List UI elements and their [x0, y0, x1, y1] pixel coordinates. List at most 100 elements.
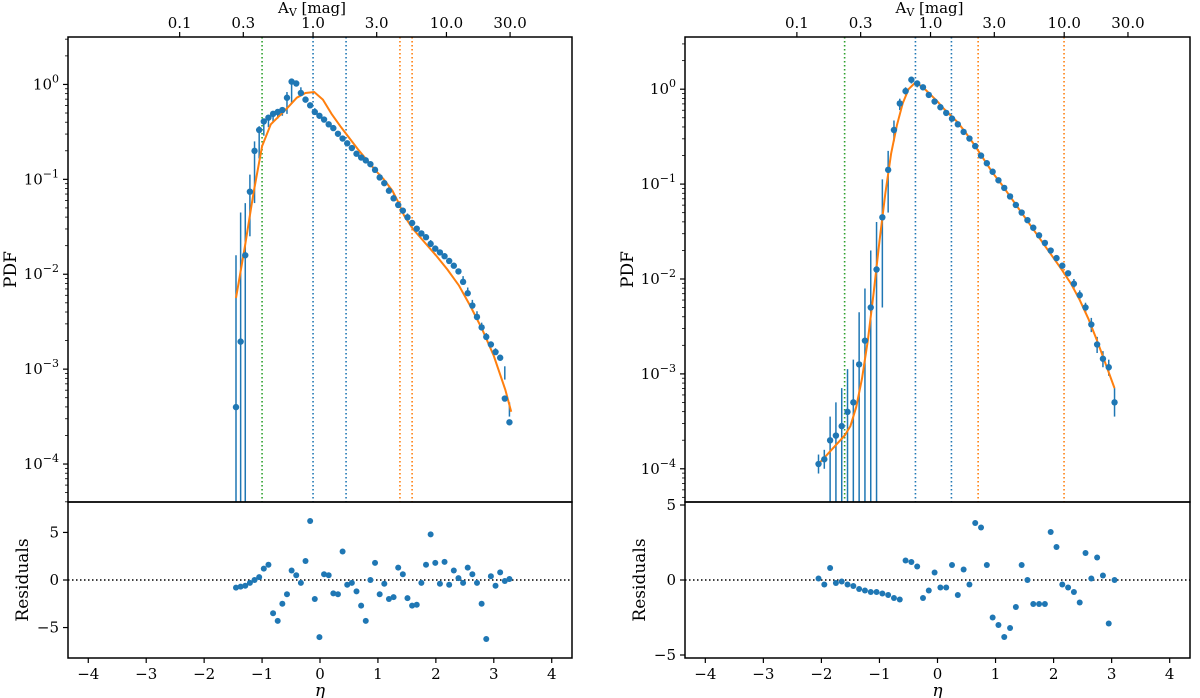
data-point — [954, 121, 962, 128]
residual-point — [1018, 562, 1025, 568]
data-point — [381, 179, 388, 187]
y-tick-label: 10−2 — [641, 267, 676, 288]
data-point — [306, 102, 314, 109]
resid-y-tick-label: 5 — [666, 496, 676, 514]
y-tick-label: 100 — [650, 77, 676, 98]
residual-point — [1012, 604, 1019, 610]
residual-point — [265, 561, 272, 568]
top-axis-label: AV [mag] — [894, 0, 963, 19]
residual-point — [1076, 599, 1083, 606]
x-tick-label: 4 — [1165, 665, 1175, 683]
residual-point — [432, 559, 439, 566]
residual-point — [455, 575, 462, 582]
data-point — [367, 160, 374, 168]
data-point — [445, 257, 453, 265]
residual-point — [330, 590, 337, 597]
data-point — [966, 135, 973, 142]
residual-point — [1036, 601, 1043, 607]
x-tick-label: 3 — [489, 665, 499, 683]
data-point — [972, 142, 979, 150]
residual-plot-area — [685, 520, 1190, 640]
residual-point — [427, 531, 434, 538]
residual-point — [311, 596, 318, 603]
residual-point — [1053, 544, 1060, 550]
data-point — [385, 187, 393, 194]
x-tick-label: −4 — [694, 665, 716, 683]
data-point — [441, 253, 448, 260]
data-point — [260, 118, 268, 125]
data-point — [1047, 247, 1054, 254]
residual-point — [233, 584, 239, 591]
data-point — [873, 266, 880, 273]
data-point — [265, 114, 272, 121]
data-point — [487, 341, 495, 348]
residual-point — [358, 602, 365, 609]
data-point — [960, 128, 967, 136]
x-tick-label: −3 — [135, 665, 157, 683]
x-tick-label: 0 — [315, 665, 325, 683]
top-tick-label: 0.1 — [168, 14, 192, 32]
residual-point — [972, 520, 979, 526]
data-point — [1111, 399, 1118, 406]
residual-point — [242, 582, 249, 589]
residual-point — [399, 571, 406, 578]
residual-point — [487, 573, 494, 580]
data-point — [844, 408, 851, 416]
residual-point — [879, 590, 886, 597]
residual-point — [1105, 620, 1112, 627]
x-tick-label: 1 — [373, 665, 383, 683]
x-tick-label: 4 — [547, 665, 557, 683]
residual-point — [436, 580, 443, 587]
residual-point — [1024, 577, 1031, 583]
residual-point — [409, 602, 416, 609]
x-tick-label: 2 — [1049, 665, 1059, 683]
residual-point — [372, 559, 379, 566]
data-point — [302, 96, 309, 103]
resid-y-tick-label: 5 — [49, 523, 59, 541]
data-point — [867, 304, 874, 311]
residual-point — [293, 572, 300, 579]
x-tick-label: −2 — [193, 665, 215, 683]
data-point — [279, 106, 286, 114]
residual-point — [867, 589, 874, 595]
residual-point — [919, 595, 926, 601]
residual-point — [307, 518, 314, 525]
data-point — [478, 324, 485, 331]
resid-y-tick-label: −5 — [654, 646, 676, 664]
data-point — [404, 214, 411, 221]
residual-point — [478, 600, 485, 607]
data-point — [1035, 232, 1043, 239]
residual-point — [1099, 572, 1106, 579]
data-point — [459, 278, 467, 286]
data-point — [1006, 193, 1014, 200]
residual-point — [1094, 554, 1101, 561]
data-point — [353, 150, 360, 157]
y-tick-label: 10−3 — [641, 362, 676, 383]
residual-point — [251, 577, 258, 583]
residual-point — [960, 566, 967, 573]
residual-point — [1065, 584, 1072, 591]
residual-point — [989, 614, 996, 621]
top-tick-label: 10.0 — [1047, 14, 1080, 32]
residual-point — [423, 561, 430, 568]
residual-point — [353, 588, 360, 595]
top-tick-label: 1.0 — [919, 14, 943, 32]
data-point — [908, 76, 915, 83]
residual-point — [469, 571, 476, 578]
data-point — [913, 80, 921, 87]
residual-point — [1082, 550, 1089, 556]
y-tick-label: 100 — [33, 72, 59, 93]
data-point — [246, 188, 254, 195]
data-point — [995, 177, 1002, 184]
data-point — [427, 240, 434, 248]
residual-point — [885, 592, 892, 598]
x-tick-label: 3 — [1107, 665, 1117, 683]
residual-point — [850, 583, 857, 589]
residual-point — [418, 579, 425, 586]
data-point — [1053, 254, 1060, 262]
residual-point — [873, 589, 880, 595]
residual-point — [1111, 577, 1118, 583]
residual-point — [827, 565, 834, 571]
residual-point — [367, 577, 374, 583]
data-point — [925, 91, 932, 99]
